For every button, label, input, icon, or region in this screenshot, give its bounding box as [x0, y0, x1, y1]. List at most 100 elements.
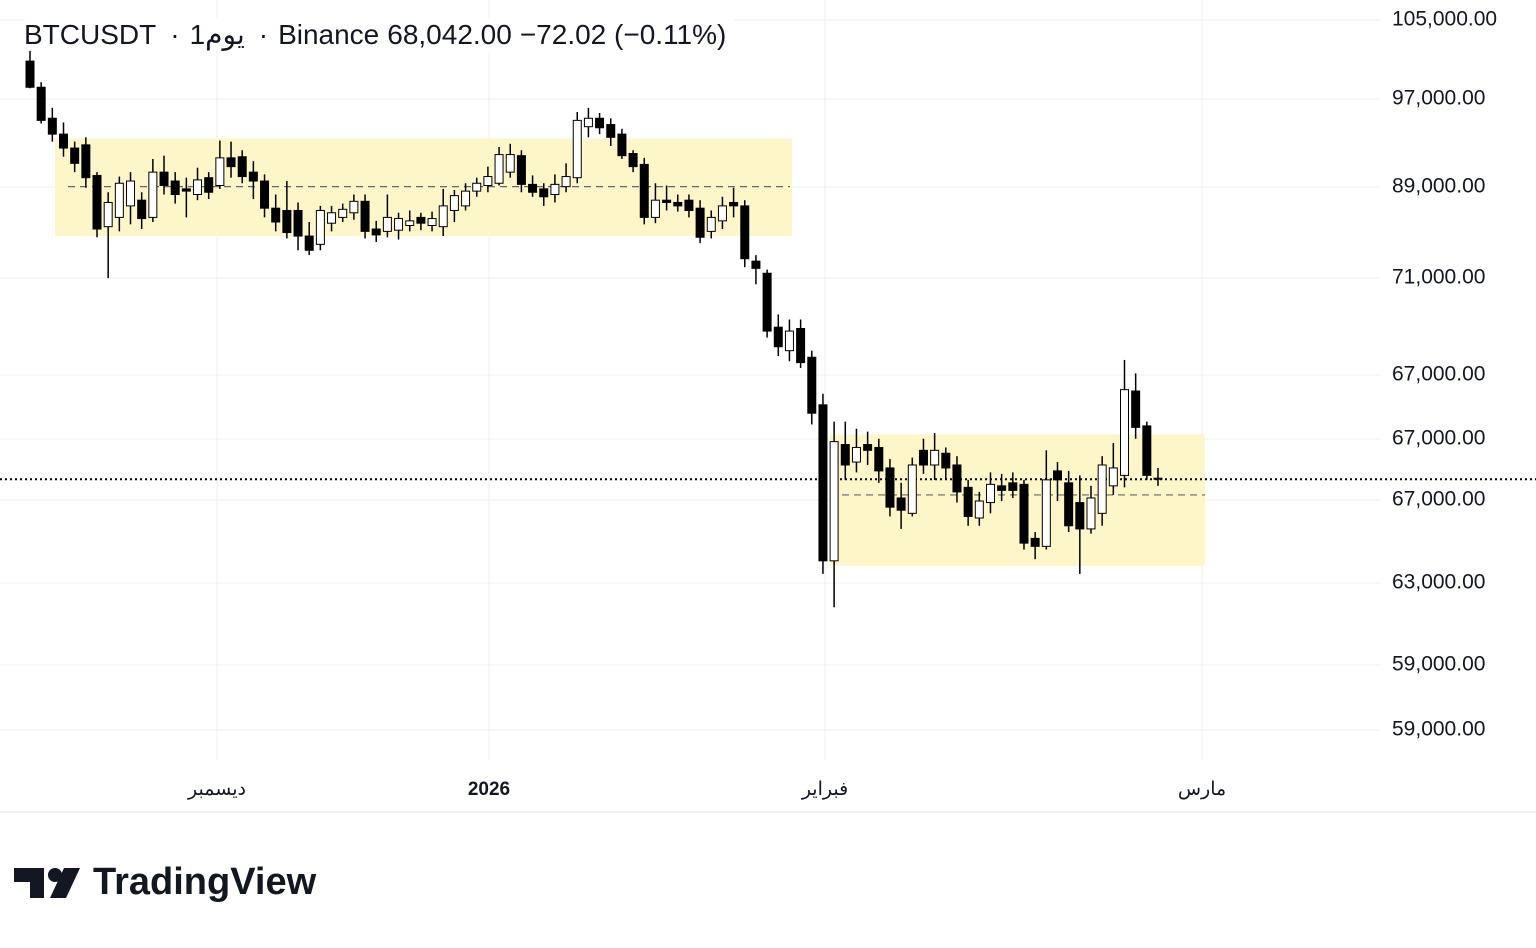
candle-body [985, 483, 995, 504]
candle-body [695, 207, 705, 238]
candle-body [494, 154, 504, 184]
candle-body [952, 464, 962, 493]
header: BTCUSDT · 1يوم · Binance 68,042.00 −72.02 (−0.… [24, 18, 735, 51]
candle-body [159, 171, 169, 187]
change: −72.02 (−0.11%) [519, 19, 727, 50]
candle-body [1153, 477, 1163, 480]
exchange: Binance [278, 19, 380, 50]
candle-body [47, 117, 57, 135]
candle-body [1108, 467, 1118, 487]
candle-body [851, 446, 861, 463]
candle-body [706, 216, 716, 232]
candle-body [81, 144, 91, 179]
candle-body [796, 328, 806, 364]
candle-body [762, 272, 772, 332]
tradingview-logo [14, 868, 80, 898]
candle-body [394, 218, 404, 231]
candle-body [204, 177, 214, 193]
candle-body [215, 157, 225, 187]
price-label: 63,000.00 [1392, 571, 1485, 594]
candle-body [248, 171, 258, 182]
candle-body [673, 201, 683, 207]
price-label: 67,000.00 [1392, 427, 1485, 450]
candle-body [740, 205, 750, 260]
candle-body [784, 330, 794, 352]
candle-body [1075, 502, 1085, 530]
candle-body [193, 179, 203, 196]
candle-body [684, 199, 694, 211]
candle-body [1064, 482, 1074, 527]
candle-body [315, 209, 325, 245]
candle-body [405, 220, 415, 227]
candle-body [907, 464, 917, 514]
price-label: 67,000.00 [1392, 488, 1485, 511]
candle-body [572, 119, 582, 179]
candle-body [382, 216, 392, 232]
candle-body [639, 163, 649, 218]
candle-body [583, 117, 593, 128]
candle-body [941, 452, 951, 469]
candle-body [483, 176, 493, 187]
candle-body [260, 180, 270, 209]
candle-body [137, 199, 147, 220]
candle-body [226, 157, 236, 168]
price-label: 67,000.00 [1392, 363, 1485, 386]
price-label: 105,000.00 [1392, 8, 1497, 31]
candle-body [304, 235, 314, 251]
candle-body [840, 444, 850, 466]
candle-body [662, 199, 672, 203]
symbol: BTCUSDT [24, 19, 157, 50]
candle-body [70, 147, 80, 164]
candle-body [114, 182, 124, 218]
candle-body [1052, 470, 1062, 481]
candle-body [818, 404, 828, 562]
price-label: 89,000.00 [1392, 175, 1485, 198]
candle-body [349, 200, 359, 214]
candle-body [438, 205, 448, 228]
candle-body [918, 449, 928, 466]
price-label: 71,000.00 [1392, 266, 1485, 289]
last-price: 68,042.00 [387, 19, 512, 50]
candle-body [896, 497, 906, 511]
candle-body [974, 500, 984, 519]
candle-body [1086, 497, 1096, 530]
candle-body [807, 356, 817, 414]
price-label: 59,000.00 [1392, 718, 1485, 741]
candle-body [271, 207, 281, 223]
candle-body [617, 133, 627, 157]
candle-body [595, 117, 605, 129]
candle-body [516, 155, 526, 185]
candle-body [327, 212, 337, 224]
candle-body [1008, 482, 1018, 491]
separator: · [170, 19, 180, 50]
candle-body [25, 60, 35, 88]
candle-body [461, 190, 471, 207]
price-label: 59,000.00 [1392, 653, 1485, 676]
candle-body [282, 209, 292, 234]
candle-body [449, 195, 459, 211]
time-label: 2026 [468, 779, 510, 800]
time-label: ديسمبر [187, 779, 246, 800]
candle-body [606, 124, 616, 138]
candle-body [1019, 483, 1029, 544]
candle-body [427, 218, 437, 227]
candle-body [1142, 425, 1152, 476]
candle-body [561, 176, 571, 188]
candle-body [338, 208, 348, 218]
candle-body [963, 486, 973, 517]
candle-body [751, 260, 761, 269]
candle-body [1119, 389, 1129, 476]
candle-body [505, 154, 515, 173]
candle-body [550, 183, 560, 196]
candle-body [1097, 464, 1107, 514]
candle-body [1041, 479, 1051, 547]
price-label: 97,000.00 [1392, 87, 1485, 110]
candle-body [472, 182, 482, 192]
candle-body [628, 152, 638, 168]
time-label: فبراير [801, 779, 848, 800]
candle-body [829, 441, 839, 562]
candle-body [92, 174, 102, 230]
candle-body [885, 467, 895, 508]
